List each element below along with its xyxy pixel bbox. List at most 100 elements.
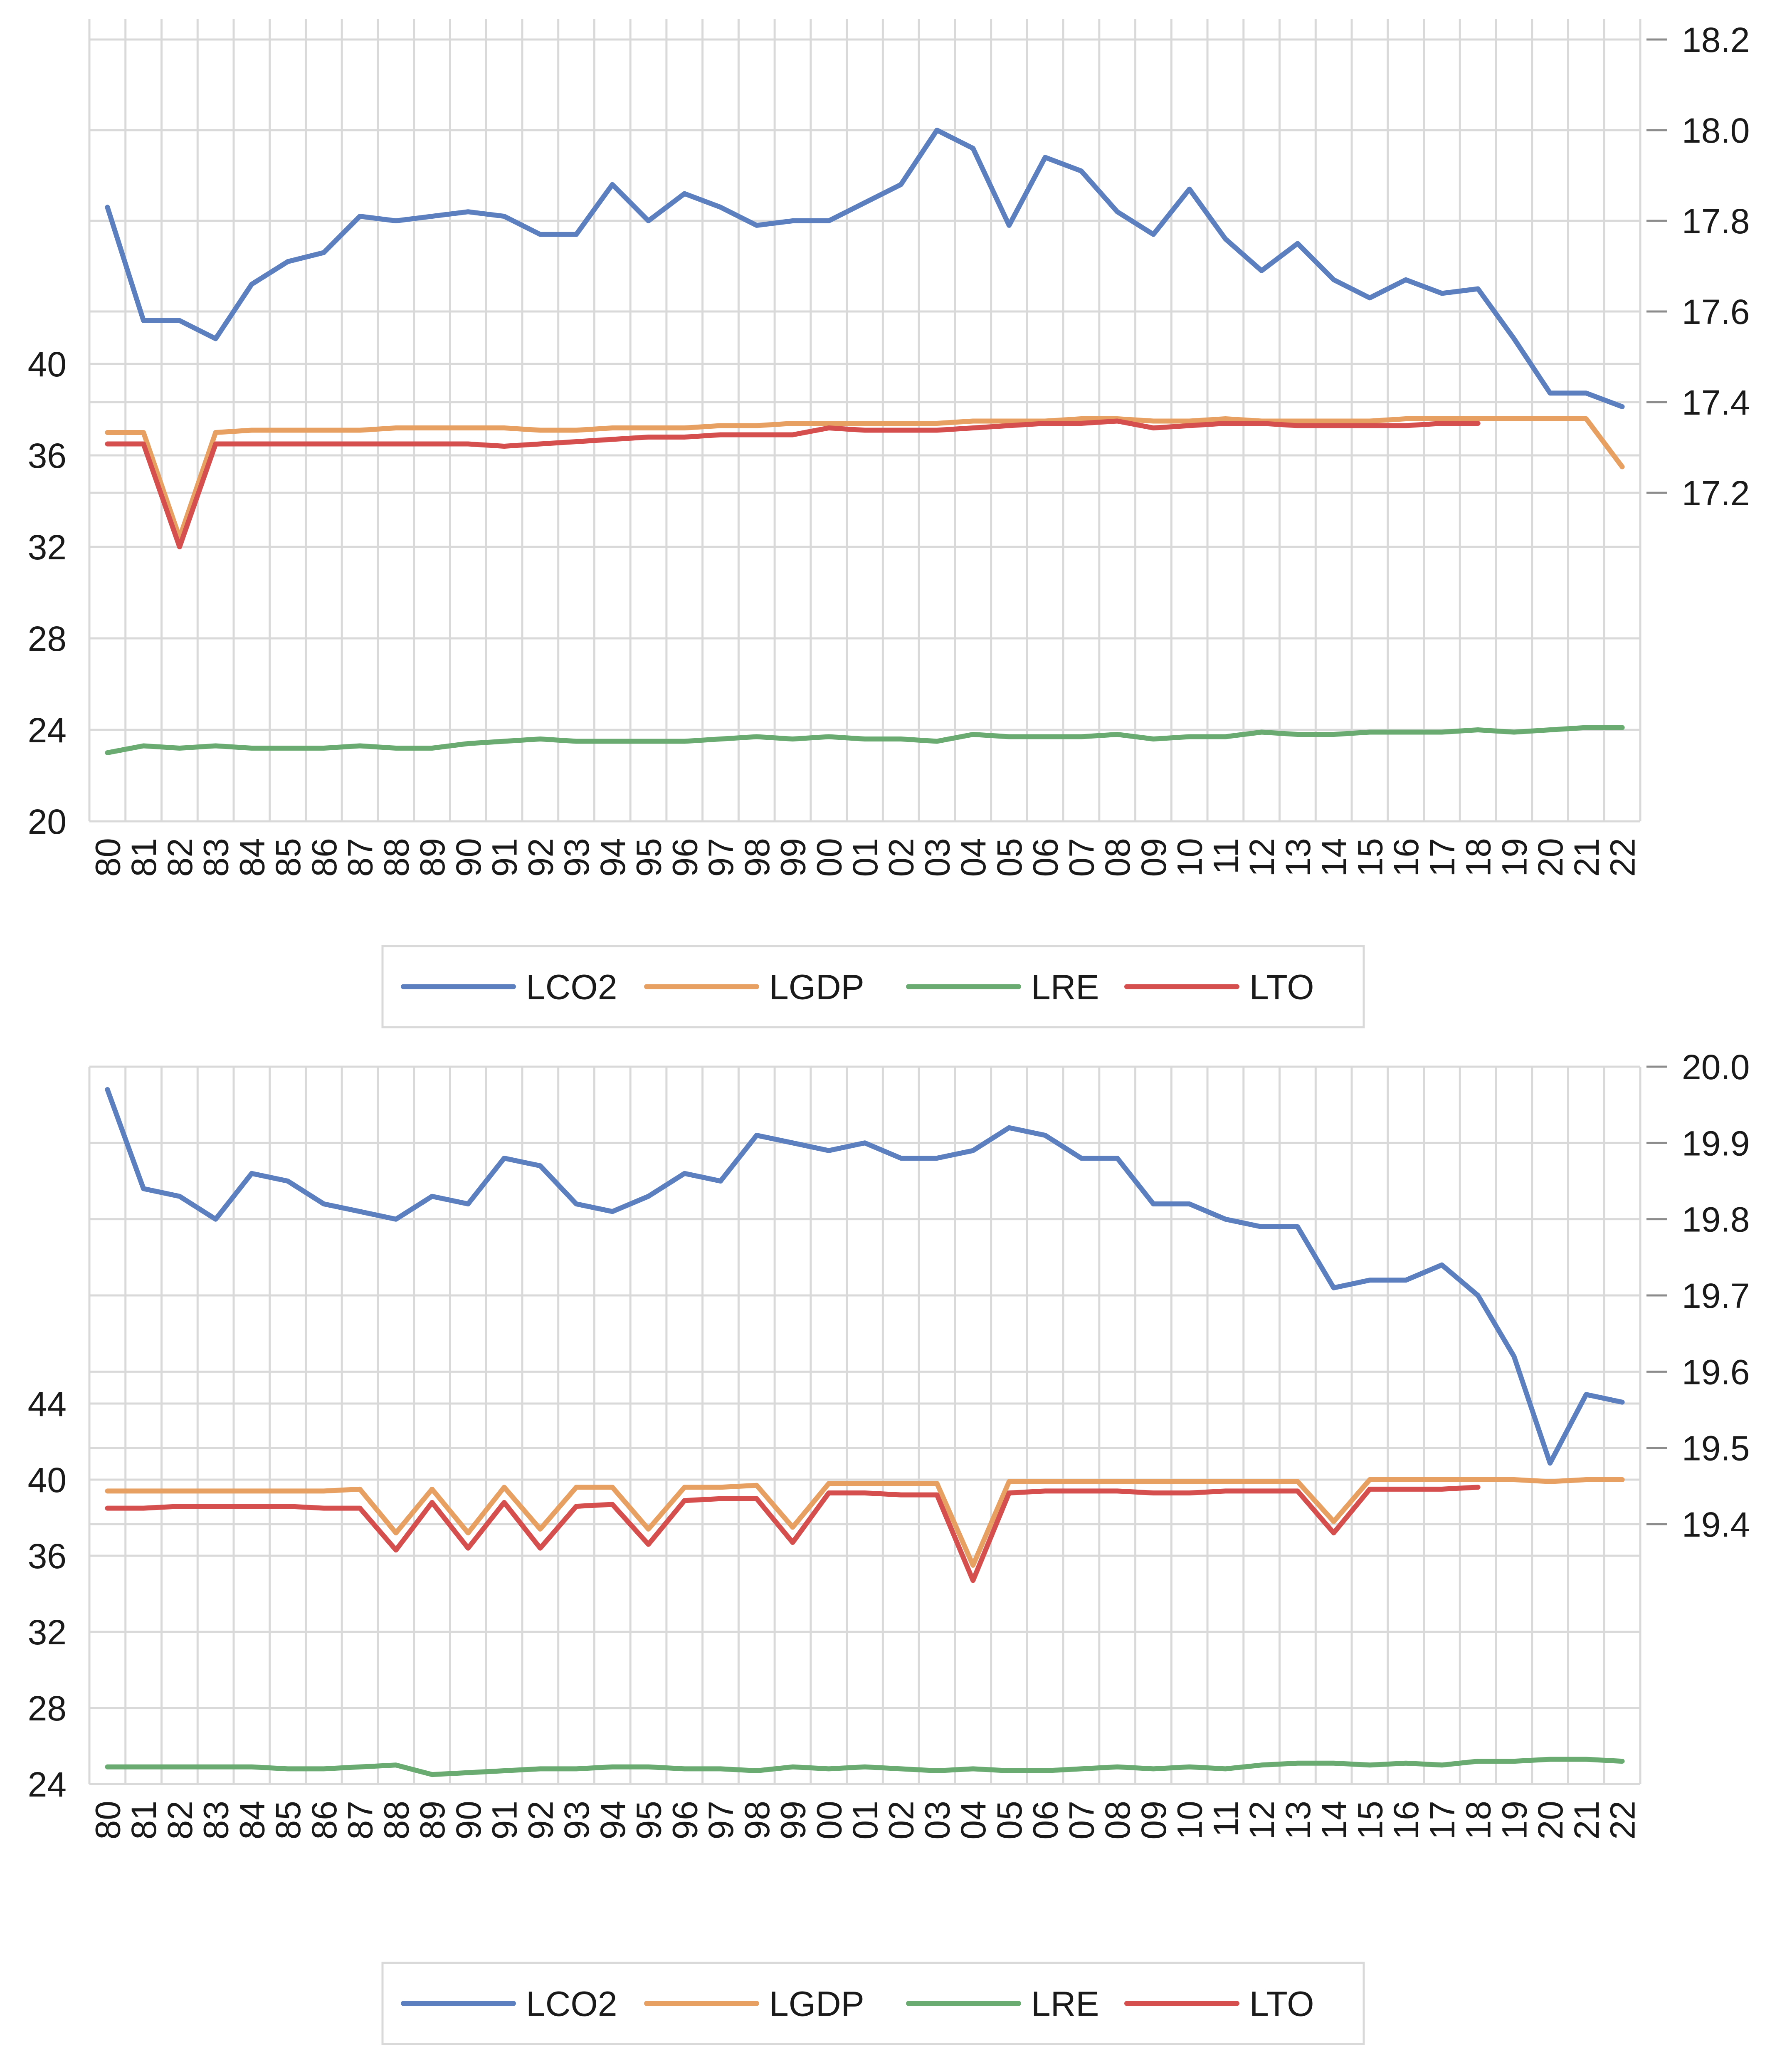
left-axis-tick-label: 36 [28,436,67,475]
right-axis-tick-label: 17.8 [1682,202,1750,241]
left-axis-tick-label: 44 [28,1384,67,1424]
x-axis-tick-label: 12 [1242,838,1281,877]
x-axis-tick-label: 05 [990,1801,1029,1839]
x-axis-tick-label: 80 [88,1801,127,1839]
x-axis-tick-label: 06 [1026,1801,1065,1839]
series-line-lco2 [105,1087,1625,1466]
x-axis-tick-label: 13 [1279,838,1318,877]
x-axis-tick-label: 05 [990,838,1029,877]
legend-label-lgdp: LGDP [769,968,864,1007]
x-axis-tick-label: 20 [1531,1801,1570,1839]
right-axis-tick-label: 19.4 [1682,1505,1750,1544]
x-axis-tick-label: 01 [846,1801,885,1839]
right-axis-tick-label: 19.6 [1682,1352,1750,1391]
x-axis-tick-label: 01 [846,838,885,877]
x-axis-tick-label: 09 [1134,1801,1173,1839]
series-line-lto [105,418,1481,549]
series-line-lco2 [105,128,1625,409]
series-line-lre [105,1757,1625,1777]
right-axis-tick-label: 17.4 [1682,383,1750,422]
x-axis-tick-label: 21 [1567,838,1606,877]
x-axis-tick-label: 91 [485,1801,524,1839]
x-axis-tick-label: 04 [954,1801,993,1839]
x-axis-tick-label: 83 [197,838,236,877]
x-axis-tick-label: 91 [485,838,524,877]
x-axis-tick-label: 97 [701,838,740,877]
x-axis-tick-label: 90 [449,838,488,877]
right-axis-tick-label: 19.7 [1682,1276,1750,1315]
x-axis-tick-label: 95 [629,1801,669,1839]
x-axis-tick-label: 92 [521,1801,560,1839]
legend-label-lto: LTO [1249,968,1314,1007]
x-axis-tick-label: 15 [1350,1801,1390,1839]
series-line-lre [105,725,1625,755]
right-axis-tick-label: 18.0 [1682,111,1750,150]
legend-label-lco2: LCO2 [526,1985,617,2024]
legend-label-lco2: LCO2 [526,968,617,1007]
x-axis-tick-label: 21 [1567,1801,1606,1839]
x-axis-tick-label: 12 [1242,1801,1281,1839]
left-axis-tick-label: 28 [28,619,67,658]
x-axis-tick-label: 19 [1495,1801,1534,1839]
x-axis-tick-label: 80 [88,838,127,877]
x-axis-tick-label: 20 [1531,838,1570,877]
x-axis-tick-label: 04 [954,838,993,877]
x-axis-tick-label: 02 [882,838,921,877]
x-axis-tick-label: 03 [918,838,957,877]
x-axis-tick-label: 92 [521,838,560,877]
x-axis-tick-label: 07 [1062,1801,1101,1839]
legend-label-lgdp: LGDP [769,1985,864,2024]
x-axis-tick-label: 16 [1387,838,1426,877]
x-axis-tick-label: 16 [1387,1801,1426,1839]
chart-panel-1: 20 24 28 32 36 40 17.2 17.4 17.6 17.8 18.0 18.2 8081… [28,19,1750,1028]
left-axis-tick-label: 36 [28,1537,67,1576]
x-axis-tick-label: 84 [232,838,272,877]
x-axis-tick-label: 09 [1134,838,1173,877]
left-axis-tick-label: 32 [28,528,67,567]
legend-label-lre: LRE [1031,968,1099,1007]
legend: LCO2 LGDP LRE LTO [381,1962,1365,2045]
left-axis-tick-label: 40 [28,1461,67,1500]
x-axis-tick-label: 84 [232,1801,272,1839]
series-line-lto [105,1485,1481,1583]
x-axis-tick-label: 99 [774,1801,813,1839]
series-line-lgdp [105,1477,1625,1568]
x-axis-tick-label: 81 [124,838,163,877]
x-axis-tick-label: 06 [1026,838,1065,877]
x-axis-tick-label: 99 [774,838,813,877]
right-axis-tick-label: 17.6 [1682,292,1750,331]
x-axis-tick-label: 98 [738,838,777,877]
x-axis-tick-label: 96 [665,838,704,877]
x-axis-tick-label: 96 [665,1801,704,1839]
left-axis-tick-label: 28 [28,1689,67,1728]
x-axis-tick-label: 00 [810,838,849,877]
x-axis-tick-label: 85 [269,838,308,877]
right-axis-tick-label: 20.0 [1682,1048,1750,1087]
right-axis-tick-label: 18.2 [1682,20,1750,59]
left-axis-tick-label: 24 [28,711,67,750]
x-axis-tick-label: 13 [1279,1801,1318,1839]
x-axis-tick-label: 97 [701,1801,740,1839]
x-axis-tick-label: 22 [1603,1801,1642,1839]
x-axis-tick-label: 85 [269,1801,308,1839]
x-axis-tick-label: 88 [377,838,416,877]
x-axis-tick-label: 07 [1062,838,1101,877]
x-axis-tick-label: 08 [1098,1801,1137,1839]
chart-panel-2: 24 28 32 36 40 44 19.4 19.5 19.6 19.7 19.8 19.9 20.0… [28,1048,1750,2045]
x-axis-tick-label: 11 [1206,1801,1245,1837]
right-axis-tick-label: 17.2 [1682,474,1750,513]
x-axis-tick-label: 02 [882,1801,921,1839]
x-axis-tick-label: 18 [1459,838,1498,877]
x-axis-tick-label: 81 [124,1801,163,1839]
x-axis-tick-label: 88 [377,1801,416,1839]
x-axis-tick-label: 89 [413,838,452,877]
right-axis-tick-label: 19.9 [1682,1124,1750,1163]
x-axis-tick-label: 10 [1170,838,1209,877]
x-axis-tick-label: 18 [1459,1801,1498,1839]
x-axis-tick-label: 86 [305,838,344,877]
right-axis-tick-label: 19.8 [1682,1200,1750,1239]
x-axis-tick-label: 87 [341,1801,380,1839]
x-axis-tick-label: 93 [557,1801,596,1839]
legend-label-lto: LTO [1249,1985,1314,2024]
